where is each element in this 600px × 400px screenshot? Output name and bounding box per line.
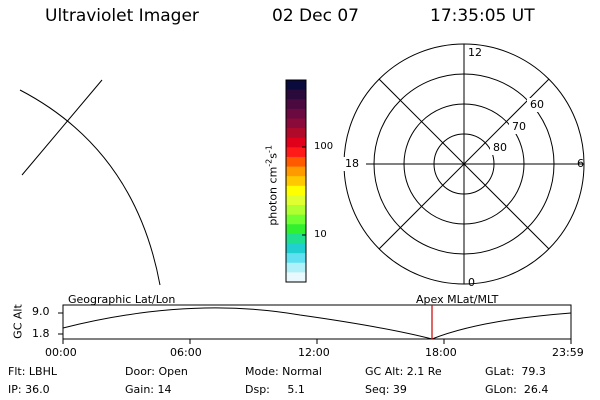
colorbar-segment [286,272,306,283]
altitude-curve [62,307,572,340]
colorbar-segment [286,233,306,245]
colorbar-segment [286,166,306,177]
colorbar-segment [286,195,306,206]
lat-label-60: 60 [530,98,544,111]
colorbar-axis-label: photon cm-2s-1 [264,145,280,226]
time-label: 17:35:05 UT [430,6,535,26]
polar-diag-2 [378,78,550,250]
timeline-panel [58,304,572,344]
colorbar-label-10: 10 [314,229,327,240]
colorbar-segment [286,176,306,187]
colorbar-segment [286,118,306,129]
colorbar-segment [286,185,306,196]
info-glat: GLat: 79.3 [485,365,546,378]
info-gcalt: GC Alt: 2.1 Re [365,365,442,378]
date-label: 02 Dec 07 [272,6,359,26]
info-door: Door: Open [125,365,188,378]
info-ip: IP: 36.0 [8,383,50,396]
colorbar-segment [286,108,306,119]
lat-label-70: 70 [512,120,526,133]
colorbar-segment [286,80,306,91]
timeline-right-label: Apex MLat/MLT [416,293,499,306]
geographic-map [19,79,161,286]
mlt-label-0: 0 [468,276,475,289]
colorbar-segment [286,99,306,110]
polar-plot [343,43,585,285]
colorbar-segment [286,147,306,158]
colorbar-segment [286,137,306,148]
colorbar-segment [286,253,306,264]
info-seq: Seq: 39 [365,383,407,396]
colorbar-segment [286,89,306,100]
info-gain: Gain: 14 [125,383,172,396]
info-glon: GLon: 26.4 [485,383,549,396]
colorbar-segment [286,156,306,168]
timeline-y-bottom: 1.8 [32,327,50,340]
timeline-x-label-0000: 00:00 [45,346,77,359]
colorbar-segment [286,214,306,225]
mlt-label-6: 6 [577,157,584,170]
lat-label-80: 80 [493,141,507,154]
timeline-left-label: Geographic Lat/Lon [68,293,176,306]
colorbar-segment [286,224,306,235]
timeline-y-top: 9.0 [32,305,50,318]
timeline-x-label-2359: 23:59 [552,346,584,359]
colorbar-segment [286,128,306,139]
timeline-y-axis-label: GC Alt [11,304,25,339]
info-flt: Flt: LBHL [8,365,57,378]
colorbar-segment [286,205,306,216]
info-dsp: Dsp: 5.1 [245,383,305,396]
colorbar-segment [286,243,306,254]
instrument-title: Ultraviolet Imager [45,6,199,26]
timeline-x-label-0600: 06:00 [170,346,202,359]
colorbar-frame [285,79,307,283]
mlt-label-12: 12 [468,46,482,59]
earth-limb-arc [19,89,161,286]
info-mode: Mode: Normal [245,365,322,378]
colorbar-label-100: 100 [314,141,334,152]
meridian-line [21,79,103,176]
mlt-label-18: 18 [345,157,359,170]
timeline-x-label-1800: 18:00 [425,346,457,359]
colorbar [286,80,306,283]
colorbar-segment [286,262,306,273]
timeline-x-label-1200: 12:00 [298,346,330,359]
